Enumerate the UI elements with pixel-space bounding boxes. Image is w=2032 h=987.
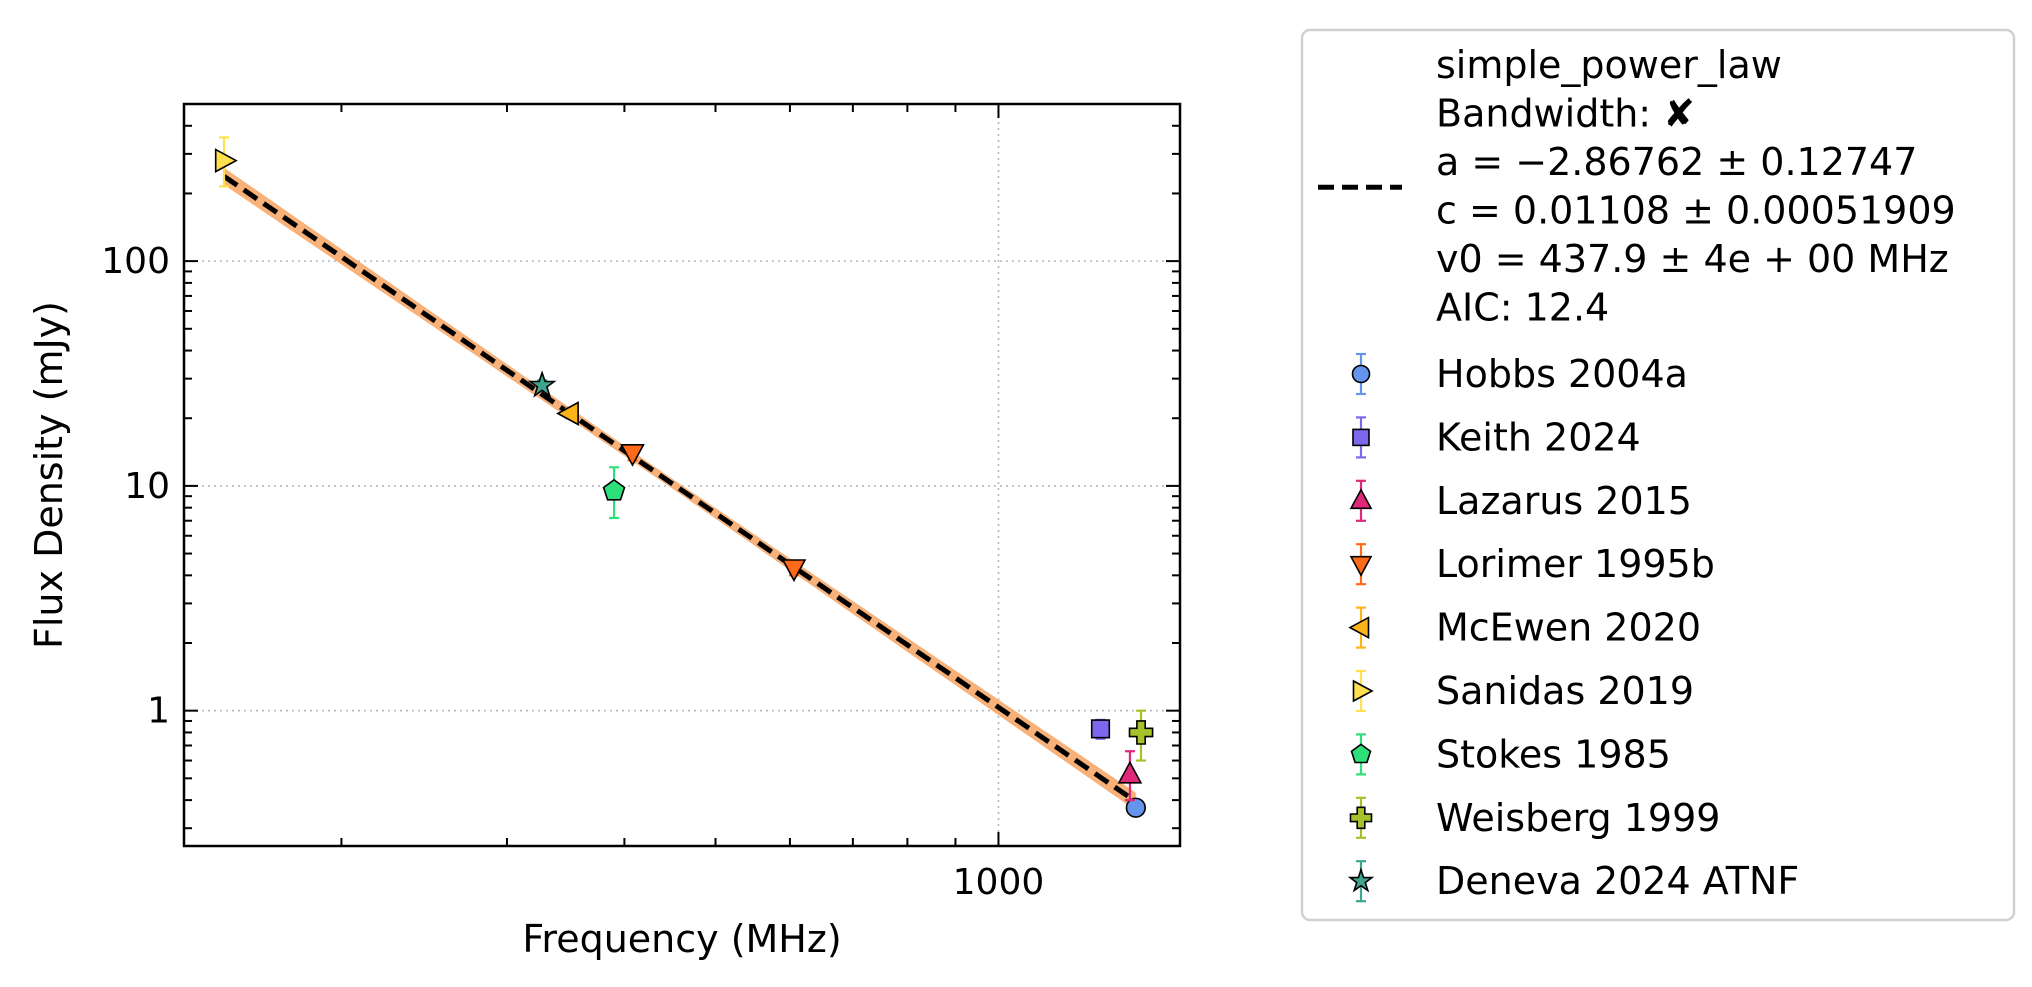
legend-label-stokes-1985: Stokes 1985 <box>1436 732 1671 776</box>
legend-entry-lazarus-2015: Lazarus 2015 <box>1349 479 1692 523</box>
data-point-deneva-2024-atnf <box>527 370 557 398</box>
legend-entry-keith-2024: Keith 2024 <box>1352 415 1641 459</box>
legend-fit-line-3: c = 0.01108 ± 0.00051909 <box>1436 189 1956 233</box>
legend-label-lazarus-2015: Lazarus 2015 <box>1436 479 1692 523</box>
legend-marker-lazarus-2015 <box>1349 488 1373 510</box>
data-point-hobbs-2004a <box>1125 797 1146 818</box>
legend-marker-lorimer-1995b <box>1349 555 1373 577</box>
y-tick-label: 100 <box>101 241 170 282</box>
data-point-keith-2024 <box>1090 719 1111 739</box>
data-point-lorimer-1995b <box>781 559 807 583</box>
legend-entry-lorimer-1995b: Lorimer 1995b <box>1349 542 1715 586</box>
legend-fit-line-0: simple_power_law <box>1436 43 1782 87</box>
x-axis-label: Frequency (MHz) <box>522 917 841 961</box>
y-tick-label: 10 <box>124 466 170 507</box>
legend-label-deneva-2024-atnf: Deneva 2024 ATNF <box>1436 859 1799 903</box>
legend-label-sanidas-2019: Sanidas 2019 <box>1436 669 1694 713</box>
legend-label-lorimer-1995b: Lorimer 1995b <box>1436 542 1715 586</box>
legend-fit-line-4: v0 = 437.9 ± 4e + 00 MHz <box>1436 237 1949 281</box>
data-point-lazarus-2015 <box>1117 760 1143 784</box>
fit-line-layer <box>222 174 1138 804</box>
legend-label-mcewen-2020: McEwen 2020 <box>1436 606 1701 650</box>
axis-ticks: 1000 1 10 100 <box>101 104 1180 903</box>
legend-fit-line-2: a = −2.86762 ± 0.12747 <box>1436 140 1917 184</box>
legend-box <box>1300 28 2016 922</box>
data-point-sanidas-2019 <box>214 148 238 173</box>
data-point-stokes-1985 <box>602 478 626 501</box>
legend-marker-hobbs-2004a <box>1351 364 1371 384</box>
legend-entry-hobbs-2004a: Hobbs 2004a <box>1351 352 1688 396</box>
legend-entry-stokes-1985: Stokes 1985 <box>1350 732 1671 776</box>
legend-entry-sanidas-2019: Sanidas 2019 <box>1352 669 1694 713</box>
data-points-layer <box>214 136 1154 818</box>
legend-entry-deneva-2024-atnf: Deneva 2024 ATNF <box>1347 859 1799 903</box>
legend-marker-sanidas-2019 <box>1352 679 1374 703</box>
fit-line <box>222 174 1138 804</box>
y-tick-label: 1 <box>147 691 170 732</box>
legend-label-keith-2024: Keith 2024 <box>1436 415 1641 459</box>
legend-fit-text: simple_power_law Bandwidth: ✘a = −2.86762… <box>1436 43 1956 330</box>
legend-marker-keith-2024 <box>1352 428 1370 447</box>
legend-label-weisberg-1999: Weisberg 1999 <box>1436 796 1720 840</box>
data-point-mcewen-2020 <box>556 401 579 426</box>
legend-fit-line-1: Bandwidth: ✘ <box>1436 92 1695 136</box>
data-point-lorimer-1995b <box>620 443 645 467</box>
data-point-weisberg-1999 <box>1128 720 1154 745</box>
plot-frame <box>182 102 1182 848</box>
y-axis-label: Flux Density (mJy) <box>27 301 71 649</box>
legend-entries: Hobbs 2004a Keith 2024 Lazarus 2015 Lorimer… <box>1347 352 1799 903</box>
legend-marker-weisberg-1999 <box>1349 806 1373 830</box>
legend-entry-mcewen-2020: McEwen 2020 <box>1348 606 1701 650</box>
legend: simple_power_law Bandwidth: ✘a = −2.86762… <box>1300 28 2016 922</box>
legend-label-hobbs-2004a: Hobbs 2004a <box>1436 352 1688 396</box>
legend-marker-deneva-2024-atnf <box>1347 867 1375 893</box>
legend-fit-line-5: AIC: 12.4 <box>1436 286 1609 330</box>
legend-marker-mcewen-2020 <box>1348 616 1370 639</box>
legend-marker-stokes-1985 <box>1350 743 1372 764</box>
legend-entry-weisberg-1999: Weisberg 1999 <box>1349 796 1720 840</box>
x-tick-label: 1000 <box>953 862 1045 903</box>
